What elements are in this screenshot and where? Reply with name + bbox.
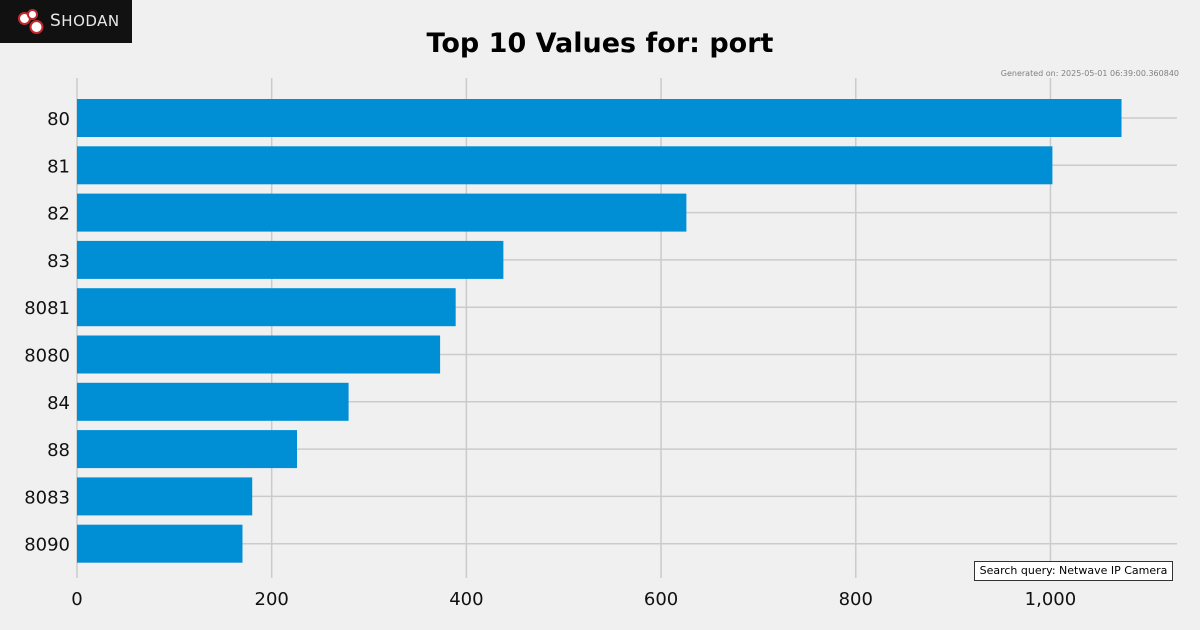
bar-82	[77, 193, 687, 232]
y-tick-label: 83	[47, 251, 70, 272]
y-tick-label: 88	[47, 440, 70, 461]
shodan-logo: SHODAN	[0, 0, 132, 43]
x-tick-label: 600	[644, 589, 678, 610]
y-tick-label: 8083	[24, 487, 70, 508]
shodan-logo-icon	[18, 9, 44, 34]
bar-84	[77, 382, 349, 421]
axis-labels: 0 200 400 600 800 1,0008081828380818080848880…	[24, 109, 1076, 610]
bar-8083	[77, 477, 253, 516]
bar-88	[77, 430, 297, 469]
shodan-logo-text: SHODAN	[50, 11, 120, 31]
bars	[77, 99, 1122, 563]
x-tick-label: 400	[449, 589, 483, 610]
y-tick-label: 80	[47, 109, 70, 130]
bar-81	[77, 146, 1053, 185]
x-tick-label: 800	[839, 589, 873, 610]
bar-80	[77, 99, 1122, 137]
y-tick-label: 82	[47, 204, 70, 225]
bar-8080	[77, 335, 441, 374]
x-tick-label: 0	[71, 589, 82, 610]
generated-timestamp: Generated on: 2025-05-01 06:39:00.360840	[1000, 69, 1179, 78]
x-tick-label: 1,000	[1025, 589, 1077, 610]
x-tick-label: 200	[255, 589, 289, 610]
y-tick-label: 8081	[24, 298, 70, 319]
bar-83	[77, 240, 504, 279]
chart-title: Top 10 Values for: port	[426, 28, 774, 59]
y-tick-label: 84	[47, 393, 70, 414]
bar-8081	[77, 288, 456, 327]
y-tick-label: 81	[47, 156, 70, 177]
bar-8090	[77, 524, 243, 563]
y-tick-label: 8080	[24, 346, 70, 367]
search-query-box: Search query: Netwave IP Camera	[974, 561, 1173, 581]
y-tick-label: 8090	[24, 535, 70, 556]
